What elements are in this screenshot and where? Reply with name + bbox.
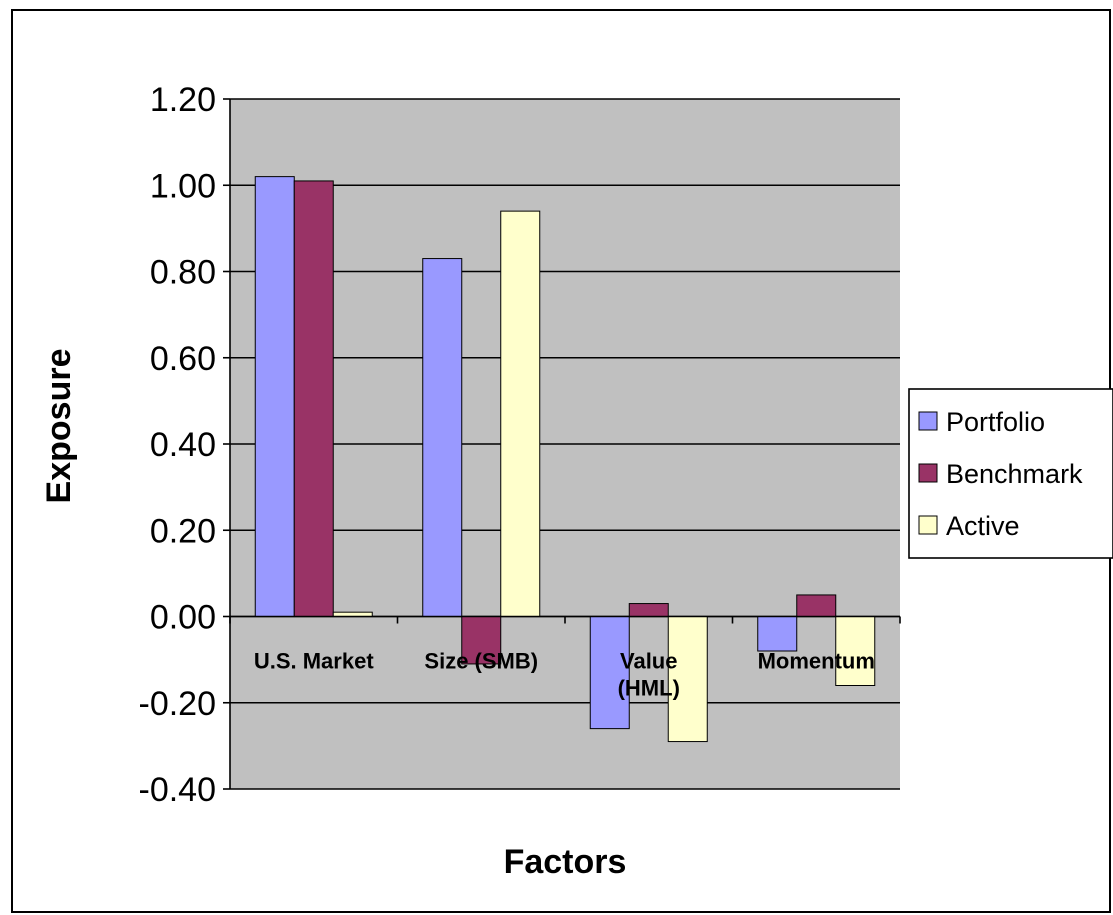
y-tick-label: 0.80 (150, 254, 216, 292)
y-tick-label: -0.20 (139, 685, 217, 723)
y-tick-label: 0.20 (150, 512, 216, 550)
bar-benchmark (293, 180, 334, 617)
y-tick-labels: 1.20 1.00 0.80 0.60 0.40 0.20 0.00 -0.20 -0.40 (139, 81, 217, 809)
x-category-label: Momentum (758, 649, 875, 674)
legend-swatch-active (918, 515, 938, 535)
bar-active (500, 210, 541, 617)
y-tick-label: 1.20 (150, 81, 216, 119)
bar-active (667, 616, 708, 743)
legend-box (908, 388, 1113, 559)
bar-portfolio (589, 616, 630, 730)
bar-portfolio (757, 616, 798, 652)
x-category-label: Size (SMB) (424, 649, 538, 674)
bar-portfolio (254, 176, 295, 617)
y-tick-label: 0.60 (150, 340, 216, 378)
bar-active (835, 616, 876, 686)
bar-benchmark (796, 594, 837, 617)
x-category-label: Value (HML) (618, 649, 680, 701)
x-axis-title: Factors (504, 843, 627, 881)
y-tick-label: -0.40 (139, 771, 217, 809)
bar-benchmark (628, 603, 669, 617)
bars (254, 176, 876, 743)
y-tick-label: 1.00 (150, 167, 216, 205)
legend-label-portfolio: Portfolio (946, 407, 1045, 437)
axes (223, 98, 901, 790)
legend: Portfolio Benchmark Active (908, 388, 1113, 559)
x-category-labels: U.S. Market Size (SMB) Value (HML) Momentum (254, 649, 875, 701)
legend-label-active: Active (946, 511, 1020, 541)
bar-portfolio (422, 258, 463, 617)
y-axis-title: Exposure (40, 349, 78, 504)
y-tick-label: 0.40 (150, 426, 216, 464)
legend-swatch-benchmark (918, 463, 938, 483)
y-tick-label: 0.00 (150, 599, 216, 637)
x-category-label: U.S. Market (254, 649, 374, 674)
legend-swatch-portfolio (918, 411, 938, 431)
legend-label-benchmark: Benchmark (946, 459, 1083, 489)
